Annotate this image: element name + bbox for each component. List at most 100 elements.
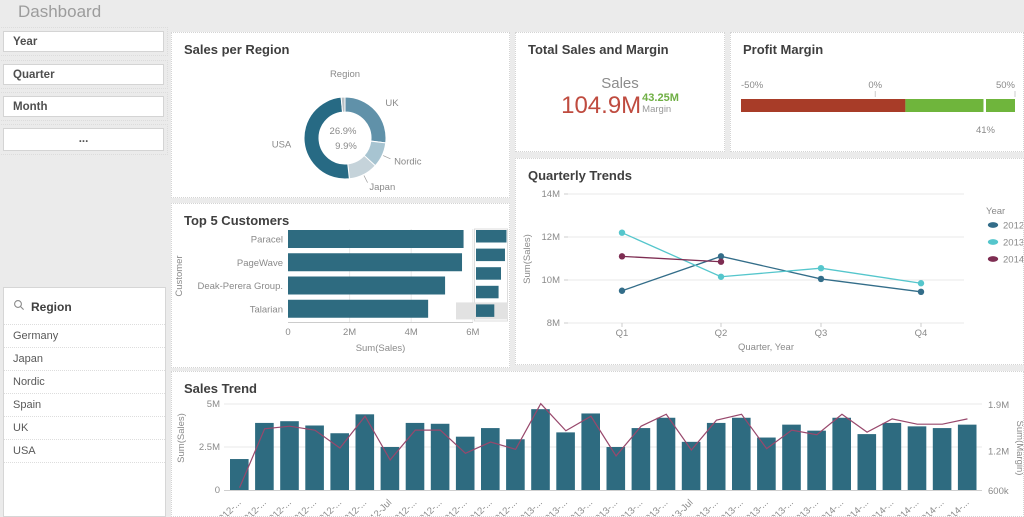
- svg-text:2013: 2013: [1003, 238, 1023, 249]
- sales-per-region-chart[interactable]: Region UK Nordic Japan USA 26.9% 9.9%: [172, 33, 509, 197]
- region-listbox: Region Germany Japan Nordic Spain UK USA: [3, 287, 166, 517]
- svg-text:26.9%: 26.9%: [330, 126, 357, 137]
- kpi-margin-label: Margin: [642, 104, 672, 115]
- svg-text:2013-...: 2013-...: [514, 497, 545, 516]
- svg-text:Japan: Japan: [369, 182, 395, 193]
- svg-text:Deak-Perera Group.: Deak-Perera Group.: [197, 281, 283, 292]
- svg-text:5M: 5M: [207, 399, 220, 410]
- svg-text:Paracel: Paracel: [251, 235, 283, 246]
- kpi-sales-value: 104.9M: [561, 92, 642, 119]
- svg-text:1.9M: 1.9M: [988, 400, 1009, 411]
- filter-year[interactable]: Year: [0, 27, 168, 56]
- svg-text:Sum(Sales): Sum(Sales): [176, 413, 187, 463]
- svg-text:2M: 2M: [343, 327, 356, 338]
- filter-more-button[interactable]: ...: [0, 124, 168, 155]
- panel-sales-trend: Sales Trend 0 2.5M 5M 600k 1.2M 1.9M Sum(Sales…: [171, 371, 1024, 517]
- svg-text:2012-...: 2012-...: [489, 497, 520, 516]
- filter-month-label: Month: [13, 101, 48, 113]
- svg-text:0: 0: [215, 485, 220, 496]
- svg-text:0%: 0%: [868, 80, 882, 91]
- panel-title: Quarterly Trends: [528, 168, 633, 183]
- svg-text:2012-...: 2012-...: [389, 497, 420, 516]
- svg-text:2014: 2014: [1003, 255, 1023, 266]
- svg-text:-50%: -50%: [741, 80, 764, 91]
- svg-text:8M: 8M: [547, 318, 560, 329]
- svg-text:4M: 4M: [405, 327, 418, 338]
- svg-text:Q1: Q1: [616, 328, 629, 339]
- svg-text:PageWave: PageWave: [237, 258, 283, 269]
- list-item-usa[interactable]: USA: [4, 440, 165, 463]
- svg-text:Q4: Q4: [915, 328, 928, 339]
- svg-text:600k: 600k: [988, 486, 1009, 497]
- panel-total-sales-margin: Total Sales and Margin Sales 104.9M 43.2…: [515, 32, 725, 152]
- region-listbox-title: Region: [31, 300, 72, 314]
- svg-text:2013-...: 2013-...: [640, 497, 671, 516]
- svg-text:Sum(Sales): Sum(Sales): [522, 234, 533, 284]
- panel-title: Sales per Region: [184, 42, 290, 57]
- svg-text:2013-...: 2013-...: [590, 497, 621, 516]
- profit-margin-gauge[interactable]: -50% 0% 50% 41%: [731, 33, 1023, 151]
- svg-text:50%: 50%: [996, 80, 1016, 91]
- svg-text:2012-...: 2012-...: [339, 497, 370, 516]
- svg-text:2013-...: 2013-...: [790, 497, 821, 516]
- svg-text:2012-...: 2012-...: [414, 497, 445, 516]
- kpi-margin-value: 43.25M: [642, 92, 679, 104]
- kpi-sales-label: Sales: [601, 75, 639, 92]
- quarterly-trends-chart[interactable]: 8M 10M 12M 14M Q1 Q2 Q3 Q4 Quarter, Year Sum(Sale…: [516, 159, 1023, 364]
- svg-text:2012-...: 2012-...: [439, 497, 470, 516]
- svg-text:2.5M: 2.5M: [199, 442, 220, 453]
- svg-text:Sum(Sales): Sum(Sales): [356, 343, 406, 354]
- svg-text:12M: 12M: [542, 232, 561, 243]
- svg-text:Q2: Q2: [715, 328, 728, 339]
- svg-text:2012-...: 2012-...: [238, 497, 269, 516]
- svg-text:Sum(Margin): Sum(Margin): [1014, 421, 1023, 476]
- filter-quarter-label: Quarter: [13, 69, 55, 81]
- filter-year-label: Year: [13, 36, 38, 48]
- top5-customers-chart[interactable]: 0 2M 4M 6M Paracel PageWave Deak-Perera Group.…: [172, 204, 509, 367]
- kpi-body: Sales 104.9M 43.25M Margin: [516, 75, 724, 119]
- svg-text:2014-...: 2014-...: [891, 497, 922, 516]
- svg-text:2013-...: 2013-...: [615, 497, 646, 516]
- list-item-japan[interactable]: Japan: [4, 348, 165, 371]
- svg-text:2013-...: 2013-...: [565, 497, 596, 516]
- svg-text:UK: UK: [385, 98, 399, 109]
- svg-text:2012: 2012: [1003, 221, 1023, 232]
- svg-text:2014-...: 2014-...: [866, 497, 897, 516]
- svg-text:2013-...: 2013-...: [765, 497, 796, 516]
- svg-text:2013-...: 2013-...: [690, 497, 721, 516]
- svg-text:14M: 14M: [542, 189, 561, 200]
- panel-title: Top 5 Customers: [184, 213, 290, 228]
- panel-quarterly-trends: Quarterly Trends 8M 10M 12M 14M Q1 Q2 Q3 Q4 Quar…: [515, 158, 1024, 365]
- svg-text:2012-...: 2012-...: [263, 497, 294, 516]
- sales-trend-chart[interactable]: 0 2.5M 5M 600k 1.2M 1.9M Sum(Sales) Sum(Margin)…: [172, 372, 1023, 516]
- svg-text:2014-...: 2014-...: [916, 497, 947, 516]
- svg-text:2014-...: 2014-...: [941, 497, 972, 516]
- svg-text:Quarter, Year: Quarter, Year: [738, 342, 794, 353]
- filter-quarter[interactable]: Quarter: [0, 60, 168, 89]
- svg-text:2012-...: 2012-...: [213, 497, 244, 516]
- filter-more-label: ...: [78, 133, 89, 145]
- svg-text:2014-...: 2014-...: [816, 497, 847, 516]
- svg-text:USA: USA: [272, 139, 292, 150]
- svg-text:Year: Year: [986, 206, 1005, 217]
- list-item-germany[interactable]: Germany: [4, 325, 165, 348]
- svg-text:Nordic: Nordic: [394, 157, 422, 168]
- svg-text:2013-...: 2013-...: [740, 497, 771, 516]
- list-item-uk[interactable]: UK: [4, 417, 165, 440]
- panel-title: Total Sales and Margin: [528, 42, 669, 57]
- svg-text:Q3: Q3: [815, 328, 828, 339]
- svg-text:9.9%: 9.9%: [335, 141, 357, 152]
- svg-text:1.2M: 1.2M: [988, 446, 1009, 457]
- svg-text:Talarian: Talarian: [250, 304, 283, 315]
- svg-text:2012-...: 2012-...: [288, 497, 319, 516]
- filter-month[interactable]: Month: [0, 92, 168, 121]
- svg-text:Customer: Customer: [174, 255, 185, 296]
- svg-text:2013-...: 2013-...: [715, 497, 746, 516]
- region-search[interactable]: Region: [4, 288, 165, 325]
- panel-profit-margin: Profit Margin -50% 0% 50% 41%: [730, 32, 1024, 152]
- svg-text:10M: 10M: [542, 275, 561, 286]
- list-item-nordic[interactable]: Nordic: [4, 371, 165, 394]
- list-item-spain[interactable]: Spain: [4, 394, 165, 417]
- svg-text:Region: Region: [330, 69, 360, 80]
